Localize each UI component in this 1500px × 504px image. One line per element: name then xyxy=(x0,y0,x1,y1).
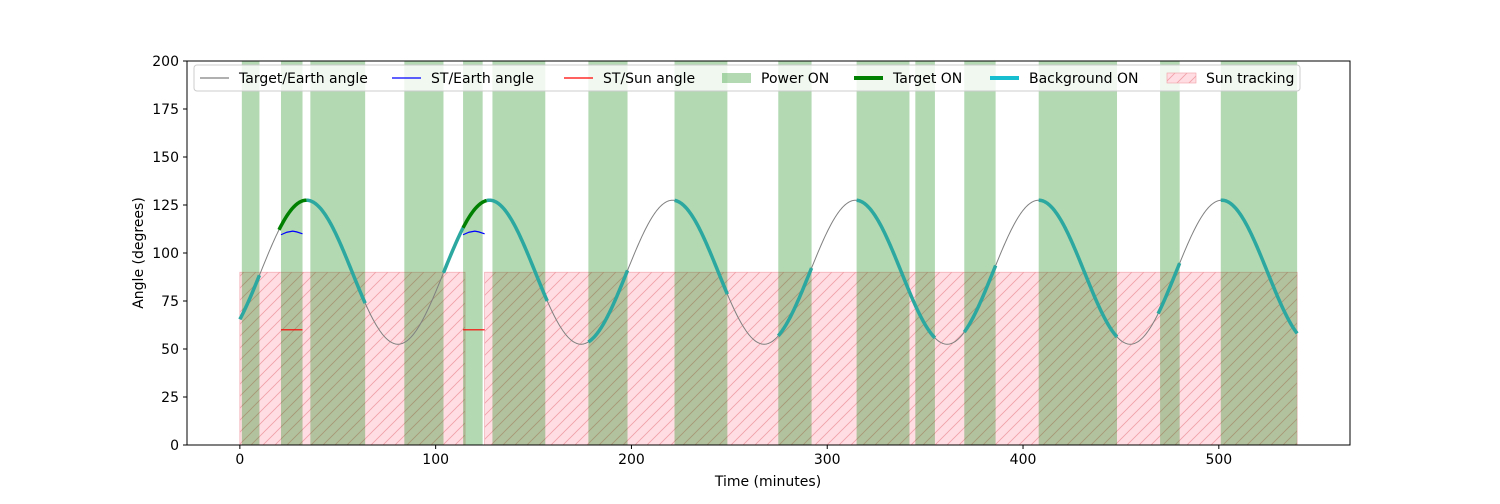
x-tick-label: 0 xyxy=(235,452,244,468)
legend-power-on-label: Power ON xyxy=(761,71,829,87)
x-axis-title: Time (minutes) xyxy=(714,474,821,490)
x-tick-label: 400 xyxy=(1010,452,1037,468)
power-on-band xyxy=(588,61,628,445)
background-on-segment xyxy=(1220,198,1299,335)
background-on-segment xyxy=(441,227,465,274)
y-axis-title: Angle (degrees) xyxy=(131,197,147,309)
target-on-segment xyxy=(461,198,488,229)
power-on-band xyxy=(241,61,260,445)
y-tick-label: 0 xyxy=(170,438,179,454)
legend-target-earth-angle-label: Target/Earth angle xyxy=(238,71,368,87)
y-tick-label: 25 xyxy=(161,390,179,406)
power-on-band xyxy=(778,61,812,445)
legend-sun-tracking-label: Sun tracking xyxy=(1206,71,1294,87)
y-tick-label: 125 xyxy=(152,198,179,214)
background-on-segment xyxy=(486,198,549,302)
target-earth-angle-line xyxy=(239,199,1298,345)
x-tick-label: 300 xyxy=(814,452,841,468)
power-on-band xyxy=(463,61,483,445)
power-on-band xyxy=(1160,61,1180,445)
sun-tracking-region xyxy=(484,271,1298,445)
power-on-band xyxy=(310,61,366,445)
legend-background-on-label: Background ON xyxy=(1029,71,1138,87)
x-tick-label: 100 xyxy=(422,452,449,468)
power-on-band xyxy=(280,61,303,445)
legend: Target/Earth angle ST/Earth angle ST/Sun a… xyxy=(193,64,1301,92)
legend-st-earth-angle-label: ST/Earth angle xyxy=(431,71,534,87)
target-on-segment xyxy=(277,198,307,231)
power-on-band xyxy=(674,61,728,445)
background-on-segment xyxy=(776,267,814,337)
legend-box xyxy=(193,64,1301,92)
y-tick-label: 150 xyxy=(152,150,179,166)
x-tick-label: 500 xyxy=(1205,452,1232,468)
legend-power-on-swatch xyxy=(722,73,751,83)
x-tick-label: 200 xyxy=(618,452,645,468)
legend-st-sun-angle-label: ST/Sun angle xyxy=(603,71,695,87)
background-on-segment xyxy=(1156,262,1182,315)
y-tick-label: 75 xyxy=(161,294,179,310)
background-on-segment xyxy=(674,198,729,295)
background-on-segment xyxy=(856,198,937,340)
background-on-segment xyxy=(962,264,998,334)
sun-tracking-region xyxy=(239,271,466,445)
background-on-segment xyxy=(306,198,367,304)
background-on-segment xyxy=(238,274,262,321)
legend-sun-tracking-swatch xyxy=(1166,72,1197,84)
power-on-band xyxy=(856,61,910,445)
power-on-band xyxy=(492,61,546,445)
y-tick-label: 200 xyxy=(152,54,179,70)
background-on-segment xyxy=(587,269,630,344)
st-earth-angle-segment xyxy=(280,230,303,236)
background-on-segment xyxy=(1038,198,1119,339)
st-earth-angle-segment xyxy=(462,230,485,236)
y-tick-label: 100 xyxy=(152,246,179,262)
y-tick-label: 175 xyxy=(152,102,179,118)
power-on-band xyxy=(964,61,996,445)
power-on-band xyxy=(915,61,935,445)
legend-target-on-label: Target ON xyxy=(892,71,962,87)
power-on-band xyxy=(404,61,444,445)
y-tick-label: 50 xyxy=(161,342,179,358)
